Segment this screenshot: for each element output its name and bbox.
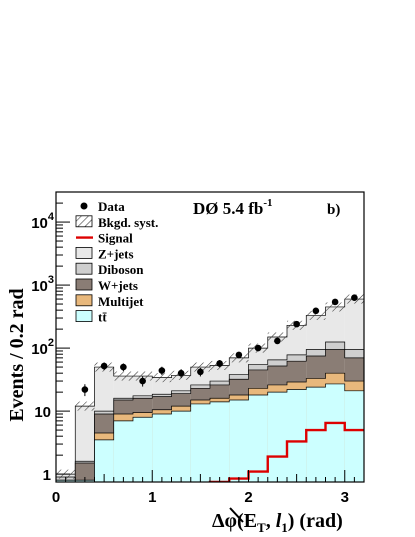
stacked-histogram [56,298,364,482]
bar-tt-13 [306,387,326,482]
data-point-11 [293,320,300,328]
legend-item-1-label: Bkgd. syst. [98,215,158,230]
data-point-5 [177,369,185,377]
syst-bin-1 [75,401,95,411]
x-tick-label-0: 0 [52,489,60,506]
syst-bin-5 [152,373,172,383]
legend-item-0-marker [80,202,88,210]
y-tick-label-1: 10 [34,404,51,421]
legend-item-4-label: Diboson [98,262,144,277]
data-point-1 [100,362,108,370]
syst-bin-7 [190,362,210,372]
y-tick-label-4: 104 [31,211,55,232]
data-point-10 [274,337,281,345]
bar-tt-2 [94,439,114,482]
bar-tt-9 [229,400,249,482]
data-point-14 [351,294,358,302]
x-tick-label-1: 1 [148,489,156,506]
data-point-12 [312,307,320,315]
legend-item-3-label: Z+jets [98,246,134,261]
legend-item-5-marker [75,278,93,291]
legend-item-6-marker [75,294,93,307]
bar-tt-4 [133,417,153,482]
outline-wjets [56,349,364,481]
experiment-label: DØ 5.4 fb-1 [193,197,273,218]
bar-tt-15 [344,390,364,482]
syst-bin-3 [113,371,133,381]
bar-tt-11 [267,392,287,482]
data-point-13 [331,298,339,306]
data-point-0 [81,386,89,393]
data-point-2 [120,363,127,371]
legend-item-6-label: Multijet [98,294,144,309]
syst-bin-11 [267,332,287,342]
x-tick-label-3: 3 [341,489,349,506]
bar-tt-14 [325,383,345,482]
data-point-6 [197,368,204,376]
bar-wjets-1 [75,463,95,482]
met-slash [229,507,244,523]
data-point-8 [235,351,243,359]
bar-tt-3 [113,420,133,482]
legend-item-5-label: W+jets [98,278,138,293]
outline-multijet [56,372,364,481]
legend-item-3-marker [75,246,93,259]
legend-item-2-label: Signal [98,231,133,246]
data-points [81,294,358,397]
legend-item-0-label: Data [98,199,125,214]
syst-bin-4 [133,371,153,381]
data-point-4 [158,367,166,374]
y-tick-label-2: 102 [31,337,54,358]
panel-label: b) [327,202,340,218]
x-tick-label-2: 2 [244,489,252,506]
met-symbol: E [244,510,257,532]
bar-tt-10 [248,395,268,482]
syst-bin-13 [306,310,326,320]
bar-tt-5 [152,413,172,482]
data-point-7 [216,360,223,367]
legend-item-7-marker [75,310,93,323]
legend-item-1-marker [75,215,93,228]
y-tick-label-3: 103 [31,274,54,295]
bar-tt-8 [210,401,230,482]
bar-tt-6 [171,411,191,482]
syst-bin-14 [325,302,345,312]
bar-tt-7 [190,403,210,482]
legend-item-4-marker [75,262,93,275]
x-axis-title: Δφ(ET, l1) (rad) [212,510,343,535]
data-point-3 [139,377,146,385]
outline-tt [56,383,364,481]
y-tick-label-0: 1 [43,467,51,484]
data-point-9 [254,344,262,352]
y-axis-title: Events / 0.2 rad [6,288,28,421]
bar-tt-12 [287,389,307,482]
legend-item-7-label: tt̄ [98,310,107,325]
